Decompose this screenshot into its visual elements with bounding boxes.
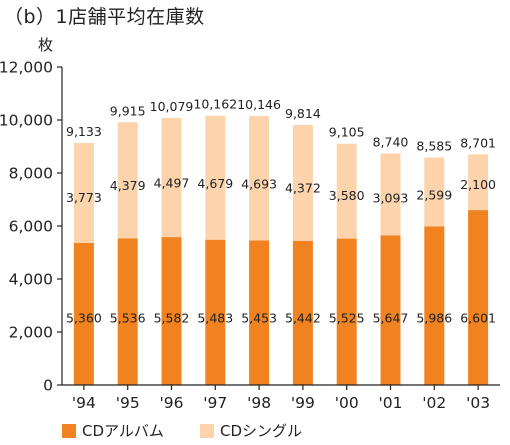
bar-single: [468, 154, 489, 211]
bar-label-album: 5,536: [110, 311, 146, 326]
bar-label-album: 5,525: [329, 311, 365, 326]
legend: CDアルバム CDシングル: [62, 422, 302, 440]
bar-single: [205, 115, 226, 240]
bar-label-single: 3,580: [329, 188, 365, 203]
y-axis-ticks: 0 2,000 4,000 6,000 8,000 10,000 12,000: [0, 59, 62, 395]
bar-label-single: 3,773: [66, 190, 102, 205]
bar-single: [336, 143, 357, 239]
bar-album: [424, 226, 445, 385]
bar-label-album: 5,483: [197, 311, 233, 326]
legend-label: CDシングル: [220, 422, 302, 440]
x-tick-label: '94: [72, 394, 96, 412]
bar-album: [161, 237, 182, 385]
bar-single: [380, 153, 401, 236]
bar-label-total: 9,133: [66, 124, 102, 139]
bar-label-album: 5,647: [373, 311, 409, 326]
bar-label-single: 4,497: [154, 175, 190, 190]
x-tick-label: '95: [116, 394, 140, 412]
bar-label-total: 8,740: [373, 134, 409, 149]
bar-label-album: 5,360: [66, 311, 102, 326]
bar-label-total: 9,814: [285, 106, 321, 121]
bar-label-total: 10,146: [237, 97, 281, 112]
y-tick-label: 2,000: [9, 324, 53, 342]
bar-label-album: 5,442: [285, 311, 321, 326]
bar-label-total: 10,079: [150, 99, 194, 114]
bar-album: [73, 242, 94, 385]
chart-title: （b）1店舗平均在庫数: [4, 6, 205, 28]
bar-album: [205, 239, 226, 385]
x-tick-label: '03: [466, 394, 490, 412]
y-tick-label: 8,000: [9, 165, 53, 183]
x-tick-label: '97: [203, 394, 227, 412]
legend-swatch: [62, 424, 76, 438]
legend-label: CDアルバム: [82, 422, 164, 440]
y-tick-label: 4,000: [9, 271, 53, 289]
bar-label-total: 8,585: [416, 138, 452, 153]
x-tick-label: '02: [422, 394, 446, 412]
x-tick-label: '00: [335, 394, 359, 412]
bar-label-album: 5,453: [241, 311, 277, 326]
x-tick-label: '99: [291, 394, 315, 412]
x-axis-ticks: '94 '95 '96 '97 '98 '99 '00 '01 '02 '03: [72, 385, 490, 412]
x-tick-label: '98: [247, 394, 271, 412]
bar-album: [292, 240, 313, 385]
bar-label-single: 2,100: [460, 177, 496, 192]
y-tick-label: 10,000: [0, 112, 53, 130]
bar-labels: 5,360 3,773 9,133 5,536 4,379 9,915 5,582 4,497…: [66, 97, 496, 326]
bar-label-single: 4,372: [285, 181, 321, 196]
bar-album: [380, 235, 401, 385]
bar-single: [73, 142, 94, 243]
bar-label-album: 5,582: [154, 311, 190, 326]
bar-label-total: 10,162: [193, 97, 237, 112]
bar-label-single: 3,093: [373, 190, 409, 205]
x-tick-label: '01: [379, 394, 403, 412]
bar-label-album: 6,601: [460, 311, 496, 326]
y-tick-label: 0: [43, 377, 53, 395]
bar-album: [336, 238, 357, 385]
bar-album: [117, 238, 138, 385]
bar-single: [292, 124, 313, 241]
bars: [73, 115, 489, 385]
bar-single: [424, 157, 445, 227]
bar-label-single: 4,679: [197, 176, 233, 191]
x-tick-label: '96: [160, 394, 184, 412]
bar-album: [249, 240, 270, 385]
bar-label-total: 9,105: [329, 125, 365, 140]
bar-single: [117, 122, 138, 239]
bar-single: [161, 117, 182, 238]
bar-single: [249, 116, 270, 241]
bar-label-album: 5,986: [416, 311, 452, 326]
bar-label-single: 2,599: [416, 187, 452, 202]
y-tick-label: 6,000: [9, 218, 53, 236]
bar-label-total: 8,701: [460, 135, 496, 150]
y-tick-label: 12,000: [0, 59, 53, 77]
bar-label-single: 4,693: [241, 177, 277, 192]
bar-album: [468, 210, 489, 385]
bar-label-single: 4,379: [110, 178, 146, 193]
bar-label-total: 9,915: [110, 103, 146, 118]
y-axis-unit: 枚: [38, 36, 53, 54]
legend-swatch: [200, 424, 214, 438]
